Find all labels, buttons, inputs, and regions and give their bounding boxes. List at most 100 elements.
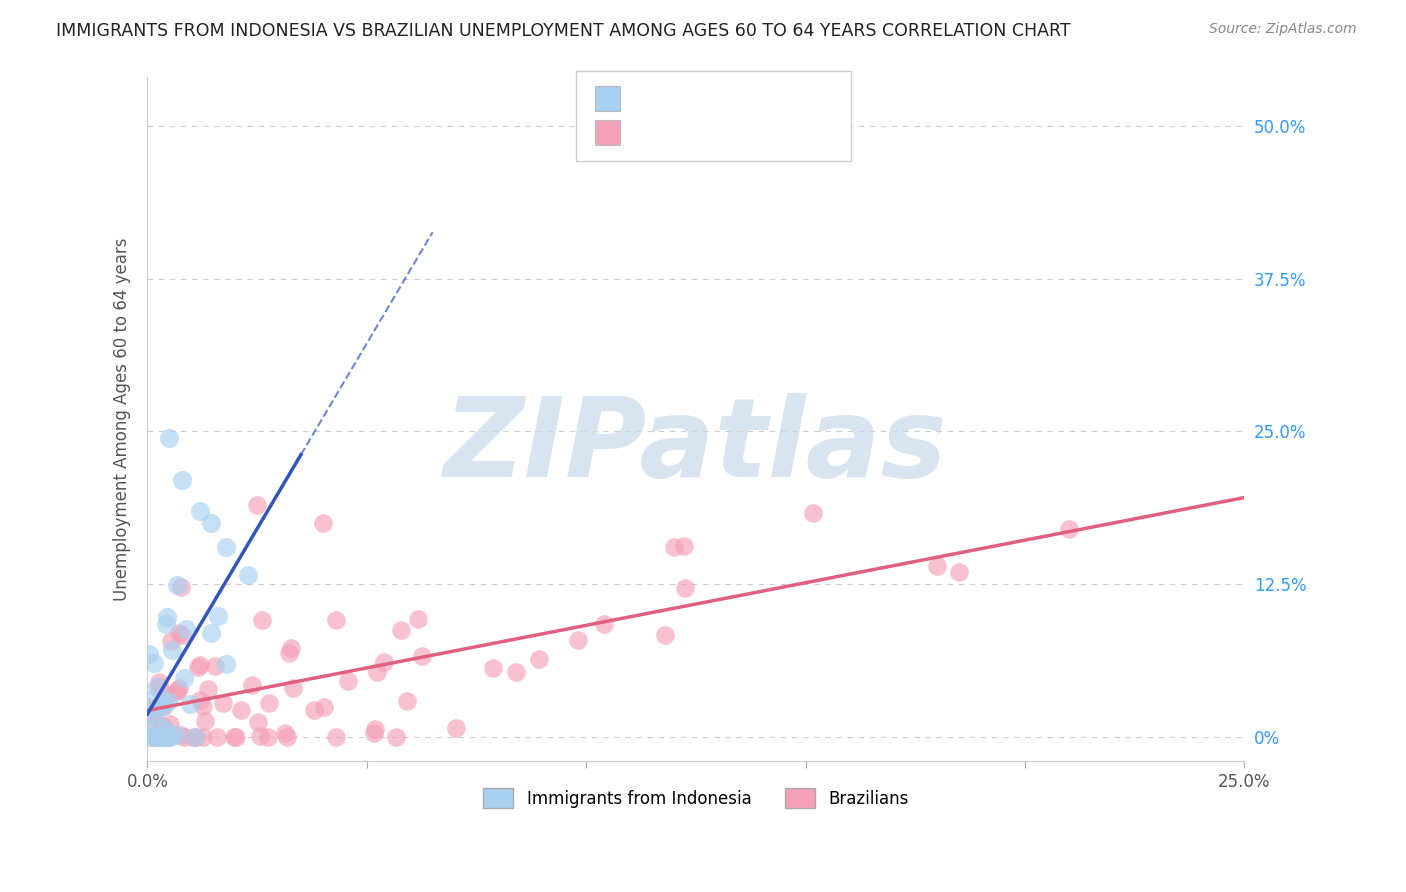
Point (948, 565, 970, 579)
Point (276, 730, 298, 744)
Point (170, 580, 193, 594)
Point (184, 730, 207, 744)
Point (482, 661, 505, 675)
Point (246, 498, 269, 512)
Point (215, 657, 238, 672)
Point (167, 683, 190, 698)
Point (212, 697, 235, 711)
Point (165, 685, 187, 699)
Text: 0.847: 0.847 (672, 89, 730, 107)
Point (184, 730, 207, 744)
Point (148, 681, 170, 695)
Point (143, 729, 166, 743)
Point (593, 616, 616, 631)
Point (373, 655, 395, 669)
Point (145, 730, 167, 744)
Text: 78: 78 (782, 123, 807, 141)
Text: 0.154: 0.154 (672, 123, 728, 141)
Point (187, 659, 209, 673)
Text: N =: N = (730, 89, 782, 107)
Point (672, 539, 695, 553)
Point (224, 730, 246, 744)
Point (136, 722, 159, 736)
Text: R =: R = (628, 89, 668, 107)
Point (280, 640, 302, 655)
Point (446, 721, 468, 735)
Point (927, 558, 949, 573)
Point (160, 643, 183, 657)
Point (314, 699, 336, 714)
Point (170, 728, 193, 742)
Point (567, 632, 589, 647)
Text: ZIPatlas: ZIPatlas (444, 393, 948, 500)
Point (157, 694, 180, 708)
Point (136, 700, 159, 714)
Point (173, 730, 195, 744)
Point (250, 613, 273, 627)
Point (395, 694, 418, 708)
Point (172, 473, 194, 487)
Text: 39: 39 (782, 89, 807, 107)
Point (138, 647, 160, 661)
Point (527, 652, 550, 666)
Point (281, 681, 304, 695)
Point (148, 675, 170, 690)
Text: Source: ZipAtlas.com: Source: ZipAtlas.com (1209, 22, 1357, 37)
Point (366, 665, 388, 679)
Point (389, 623, 412, 637)
Point (179, 697, 201, 711)
Point (167, 681, 190, 695)
Point (183, 730, 205, 744)
Point (207, 609, 229, 624)
Point (190, 693, 212, 707)
Point (173, 671, 195, 685)
Point (801, 506, 824, 520)
Point (166, 728, 188, 742)
Point (141, 730, 163, 744)
Point (145, 730, 167, 744)
Point (256, 730, 278, 744)
Y-axis label: Unemployment Among Ages 60 to 64 years: Unemployment Among Ages 60 to 64 years (114, 237, 131, 601)
Point (139, 708, 162, 723)
Point (236, 567, 259, 582)
Point (153, 722, 176, 736)
Text: N =: N = (730, 123, 782, 141)
Point (1057, 522, 1080, 536)
Point (150, 700, 173, 714)
Point (152, 719, 174, 733)
Point (204, 659, 226, 673)
Point (170, 628, 193, 642)
Point (197, 682, 219, 697)
Point (505, 665, 527, 680)
Point (654, 628, 676, 642)
Point (207, 730, 229, 744)
Point (138, 692, 160, 706)
Point (143, 714, 166, 728)
Point (167, 625, 190, 640)
Point (149, 730, 172, 744)
Point (152, 695, 174, 709)
Point (325, 730, 347, 744)
Point (142, 704, 165, 718)
Point (249, 729, 271, 743)
Point (159, 633, 181, 648)
Point (411, 649, 433, 664)
Point (215, 541, 238, 555)
Point (145, 702, 167, 716)
Point (142, 709, 165, 723)
Point (174, 622, 197, 636)
Point (200, 626, 222, 640)
Point (149, 730, 172, 744)
Point (408, 612, 430, 626)
Point (225, 730, 247, 744)
Point (159, 716, 181, 731)
Point (385, 730, 408, 744)
Point (188, 504, 211, 518)
Point (191, 699, 214, 714)
Point (155, 725, 177, 739)
Text: IMMIGRANTS FROM INDONESIA VS BRAZILIAN UNEMPLOYMENT AMONG AGES 60 TO 64 YEARS CO: IMMIGRANTS FROM INDONESIA VS BRAZILIAN U… (56, 22, 1071, 40)
Point (240, 678, 263, 692)
Point (277, 646, 299, 660)
Point (146, 680, 169, 694)
Point (247, 715, 270, 730)
